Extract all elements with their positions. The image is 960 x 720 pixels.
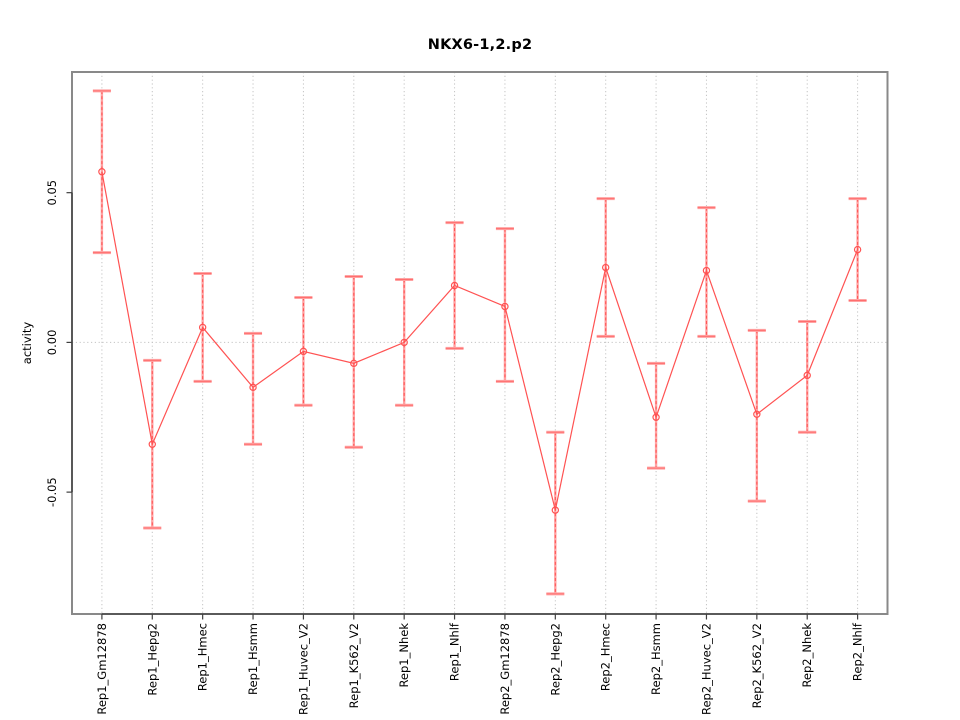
data-point (702, 266, 711, 275)
data-point (299, 347, 308, 356)
x-tick-label: Rep2_Hsmm (649, 623, 663, 695)
data-point (249, 383, 257, 392)
x-tick-label: Rep2_Hepg2 (548, 623, 562, 696)
data-line (101, 171, 859, 511)
data-point (198, 323, 207, 332)
chart-title: NKX6-1,2.p2 (427, 37, 533, 53)
data-point (148, 440, 156, 448)
x-tick-label: Rep1_Huvec_V2 (296, 623, 310, 715)
plot-box (71, 71, 889, 615)
data-point (652, 413, 660, 421)
data-point (853, 245, 862, 254)
data-point (450, 281, 459, 290)
data-point (400, 338, 408, 347)
y-tick-label: 0.05 (45, 180, 59, 206)
data-point (501, 302, 509, 311)
x-tick-label: Rep2_Nhlf (851, 622, 865, 681)
x-tick-label: Rep1_Hepg2 (145, 623, 159, 696)
x-tick-label: Rep1_K562_V2 (347, 623, 361, 708)
data-point (551, 506, 560, 514)
x-tick-label: Rep2_Huvec_V2 (699, 623, 713, 715)
data-point (98, 168, 106, 176)
y-tick-label: -0.05 (45, 477, 59, 507)
data-point (602, 263, 610, 272)
x-tick-label: Rep2_K562_V2 (750, 623, 764, 708)
data-point (753, 410, 761, 418)
x-tick-label: Rep1_Hsmm (246, 623, 260, 695)
x-tick-label: Rep1_Nhek (397, 623, 411, 688)
x-tick-label: Rep2_Hmec (599, 623, 613, 691)
x-tick-label: Rep2_Nhek (800, 623, 814, 688)
x-tick-label: Rep1_Hmec (196, 623, 210, 691)
data-point (803, 371, 811, 380)
y-tick-label: 0.00 (45, 330, 59, 356)
x-tick-label: Rep2_Gm12878 (498, 623, 512, 715)
data-point (350, 359, 358, 368)
x-tick-label: Rep1_Nhlf (448, 622, 462, 681)
x-tick-label: Rep1_Gm12878 (95, 623, 109, 715)
